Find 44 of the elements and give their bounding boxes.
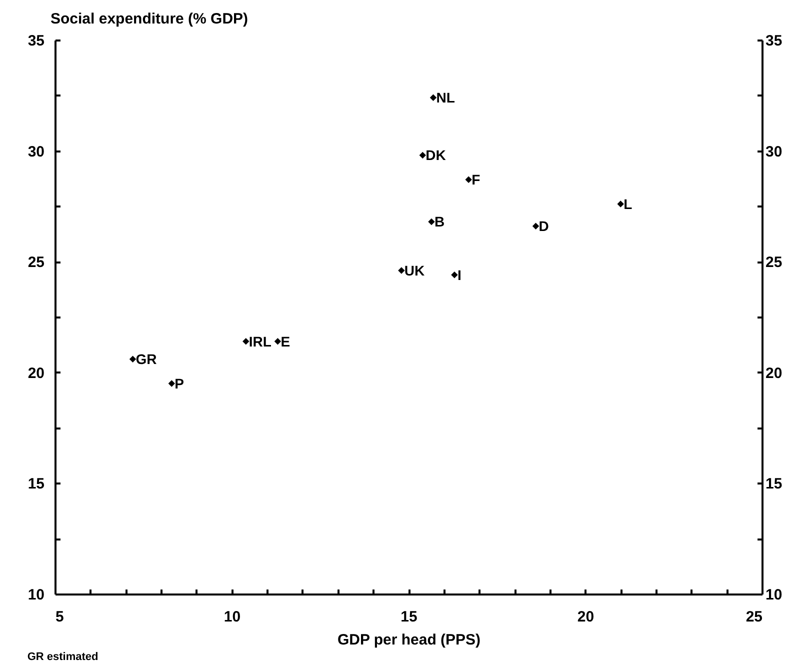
- text: GR estimated: [27, 651, 98, 663]
- y-tick-label: 25: [28, 254, 44, 272]
- annotation: NL: [436, 90, 456, 106]
- y-tick-label: 30: [28, 143, 44, 160]
- annotation: D: [538, 218, 549, 234]
- annotation: DK: [426, 147, 446, 164]
- x-tick-label: 20: [577, 608, 594, 626]
- point: [419, 152, 426, 159]
- point: [129, 356, 136, 362]
- annotation: E: [280, 333, 290, 350]
- annotation: L: [624, 196, 633, 212]
- annotation: IRL: [248, 333, 272, 350]
- point: [428, 218, 435, 226]
- y-tick-label: 10: [28, 586, 44, 604]
- x-tick-label: 15: [400, 608, 418, 626]
- annotation: B: [434, 214, 445, 230]
- point: [398, 267, 405, 274]
- y-tick-label: 35: [28, 32, 44, 50]
- x-tick-label: 25: [746, 608, 762, 626]
- y-axis-title: Social expenditure (% GDP): [50, 10, 248, 28]
- x-tick-label: 5: [56, 608, 64, 626]
- point: [274, 338, 282, 345]
- point: [430, 94, 437, 101]
- annotation: P: [174, 375, 184, 392]
- annotation: F: [472, 172, 481, 188]
- point: [465, 176, 472, 183]
- point: [617, 200, 624, 208]
- annotation: UK: [404, 262, 425, 278]
- annotation: GR: [136, 351, 157, 368]
- x-tick-label: 10: [224, 608, 241, 626]
- y-tick-label: 15: [28, 476, 44, 493]
- y2-tick-label: 15: [766, 476, 782, 493]
- y-tick-label: 20: [28, 364, 44, 382]
- y2-tick-label: 20: [766, 364, 782, 382]
- y2-tick-label: 10: [766, 586, 782, 604]
- y2-tick-label: 35: [766, 32, 782, 50]
- point: [242, 338, 250, 345]
- y2-tick-label: 25: [766, 254, 782, 272]
- point: [451, 272, 458, 278]
- point: [168, 380, 176, 387]
- annotation: I: [457, 266, 462, 283]
- x-axis-title: GDP per head (PPS): [337, 632, 481, 648]
- point: [532, 222, 540, 230]
- y2-tick-label: 30: [766, 143, 782, 160]
